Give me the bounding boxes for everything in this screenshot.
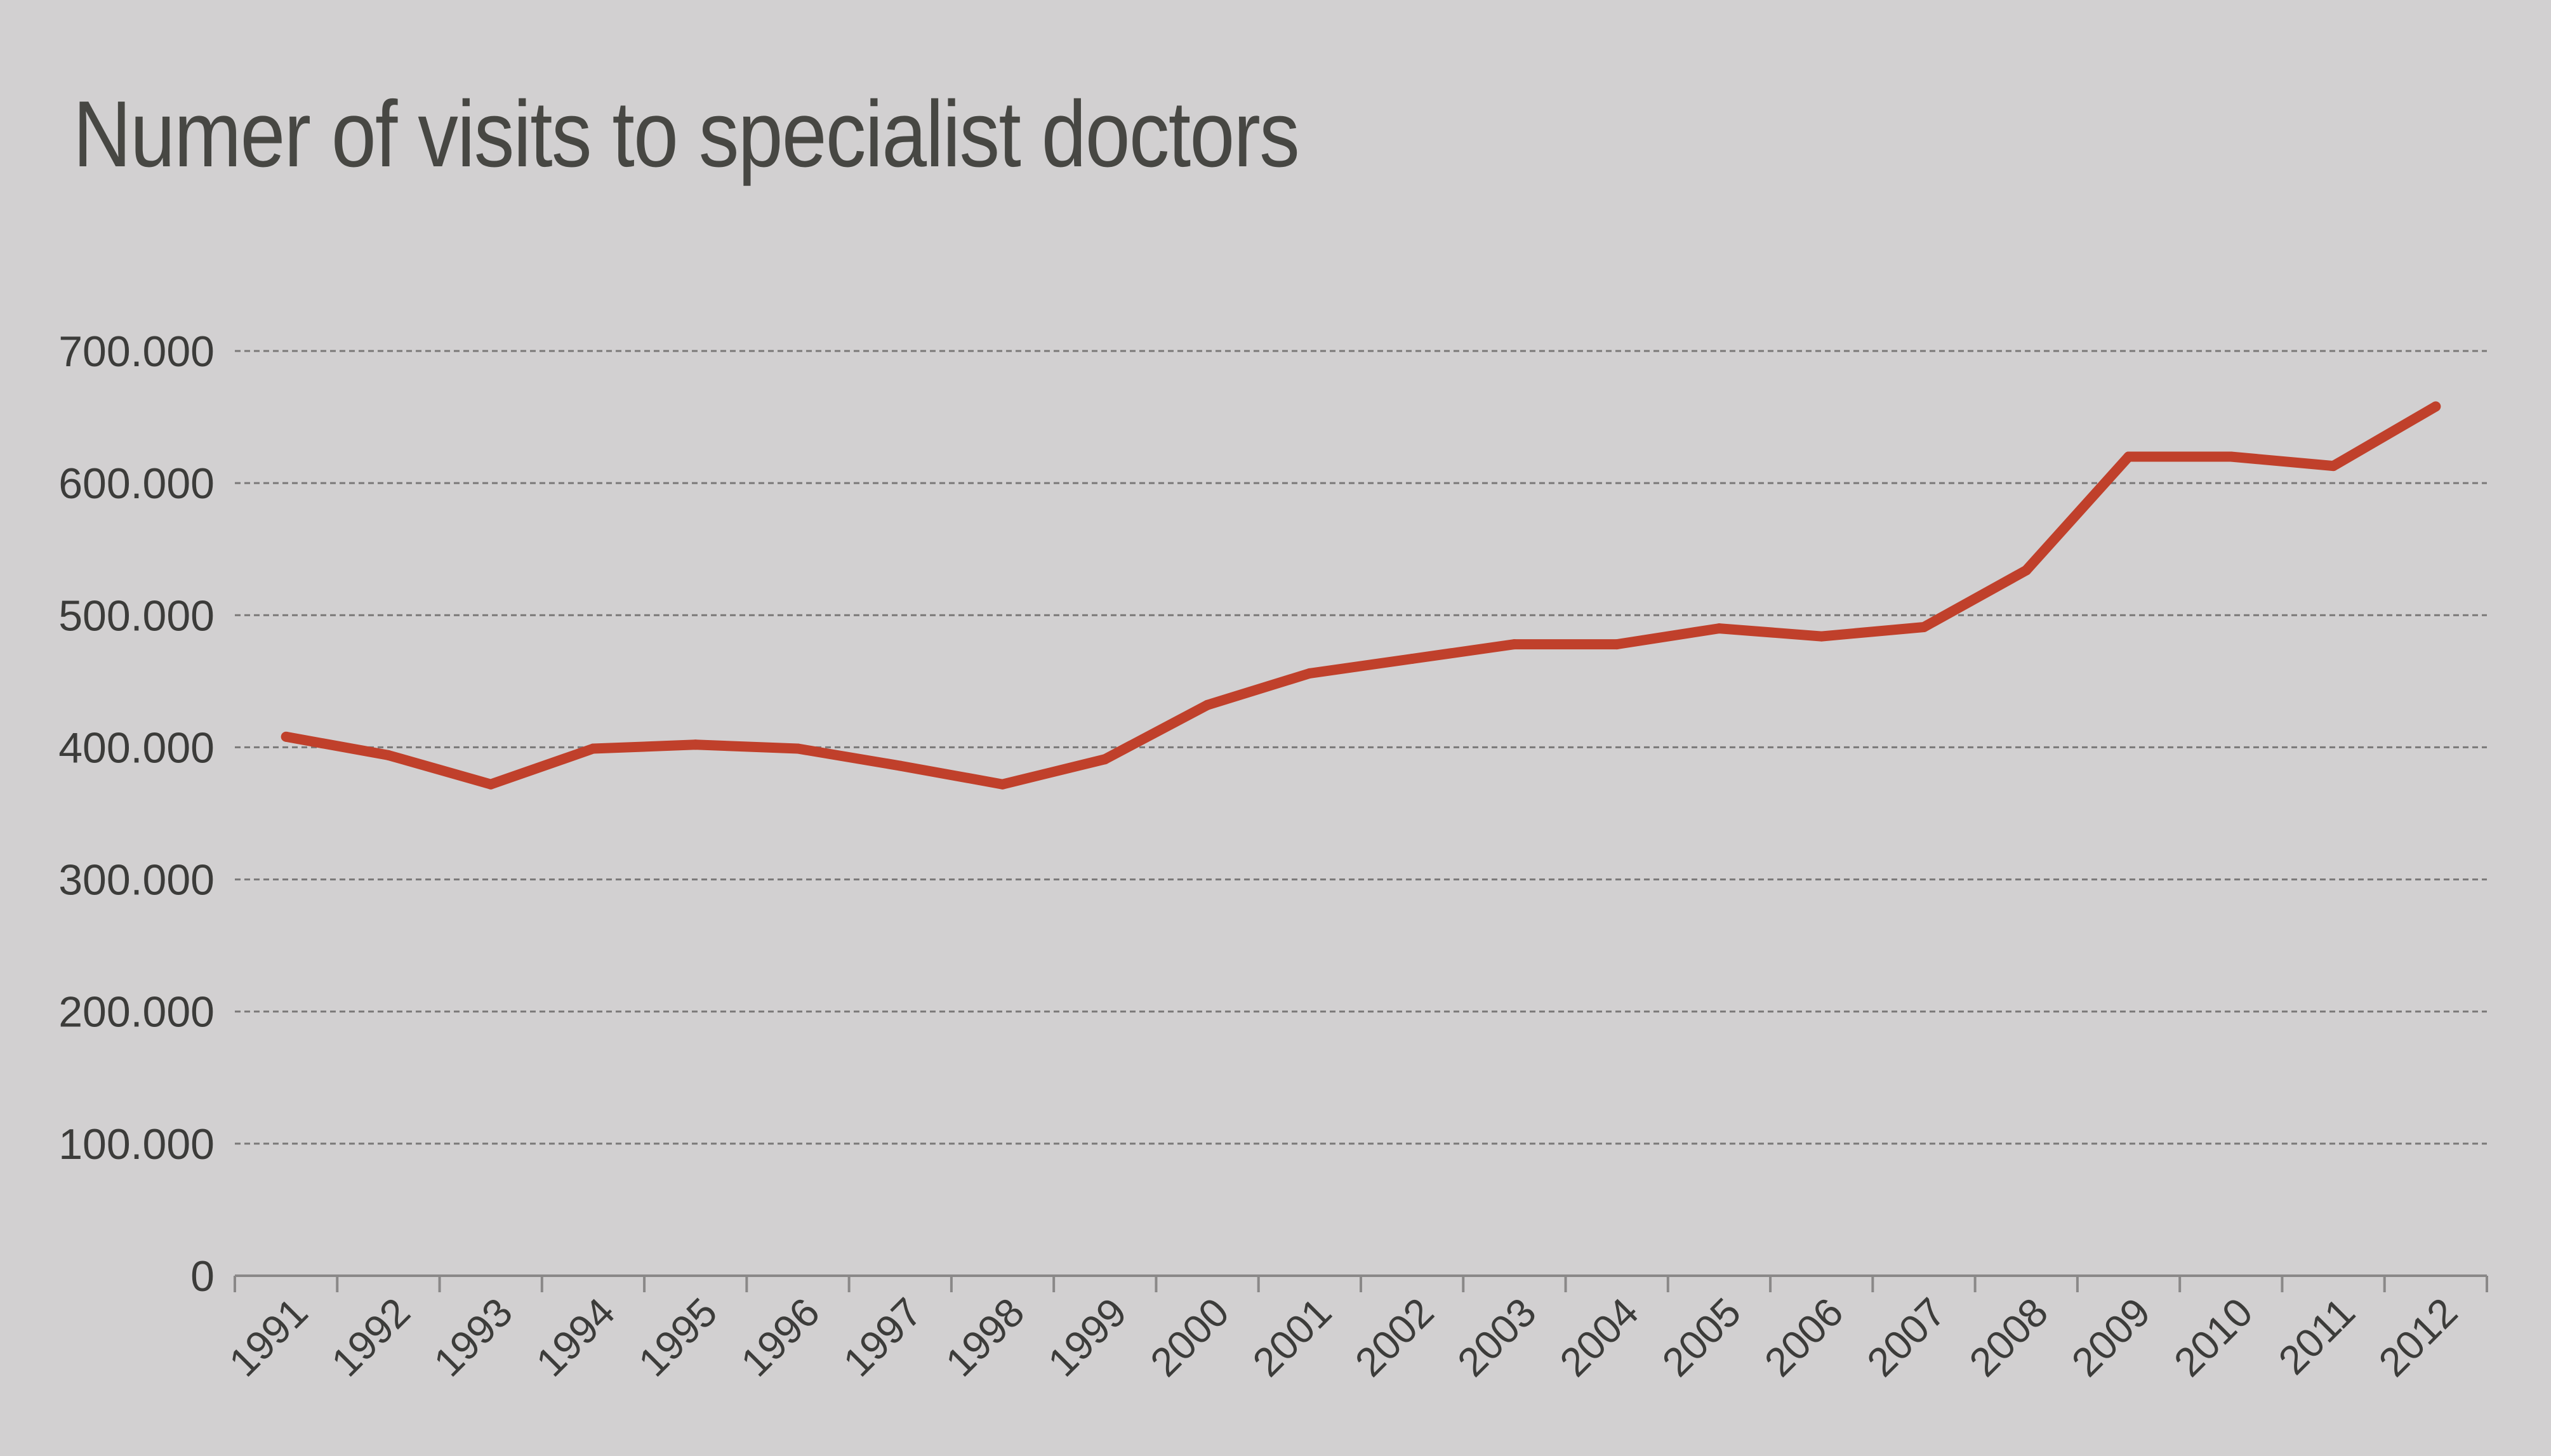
data-point (1919, 622, 1929, 633)
y-tick-label: 0 (190, 1252, 215, 1300)
y-tick-label: 600.000 (58, 460, 215, 508)
x-tick-label: 1993 (425, 1289, 521, 1386)
x-tick-label: 2004 (1551, 1289, 1647, 1386)
data-point (895, 760, 906, 771)
data-point (690, 739, 701, 750)
data-point (486, 779, 496, 790)
x-tick-label: 2008 (1961, 1289, 2057, 1386)
x-tick-label: 2011 (2270, 1289, 2364, 1383)
x-tick-label: 2006 (1756, 1289, 1852, 1386)
data-point (1714, 623, 1725, 634)
x-tick-label: 2012 (2370, 1289, 2467, 1386)
x-axis (234, 1274, 2488, 1292)
x-tick-label: 1998 (937, 1289, 1033, 1386)
data-point (1099, 754, 1110, 765)
data-point (1816, 631, 1827, 642)
x-tick-label: 1995 (630, 1289, 726, 1386)
y-axis-tick-labels: 0 100.000 200.000 300.000 400.000 500.000 600.… (58, 328, 215, 1300)
y-tick-label: 100.000 (58, 1120, 215, 1168)
data-point (383, 750, 394, 760)
x-tick-label: 1991 (220, 1289, 317, 1386)
x-tick-label: 2001 (1244, 1289, 1341, 1386)
x-tick-label: 2010 (2165, 1289, 2262, 1386)
y-tick-label: 200.000 (58, 988, 215, 1036)
x-tick-label: 2003 (1448, 1289, 1545, 1386)
x-tick-label: 1997 (835, 1289, 931, 1386)
x-tick-label: 2009 (2063, 1289, 2159, 1386)
data-point (793, 743, 803, 754)
x-axis-tick-labels: 1991 1992 1993 1994 1995 1996 1997 1998 1999 2000… (220, 1289, 2466, 1386)
data-point (2430, 401, 2441, 412)
x-tick-label: 2007 (1858, 1289, 1954, 1386)
chart-title: Numer of visits to specialist doctors (73, 82, 1300, 187)
x-tick-label: 1992 (322, 1289, 419, 1386)
data-point (2123, 451, 2134, 462)
gridlines (235, 350, 2487, 1145)
data-point (1509, 639, 1520, 650)
series-line (285, 402, 2439, 790)
y-tick-label: 400.000 (58, 724, 215, 772)
y-tick-label: 300.000 (58, 856, 215, 904)
x-tick-label: 2002 (1346, 1289, 1443, 1386)
x-tick-label: 1999 (1039, 1289, 1136, 1386)
data-point (1202, 699, 1213, 710)
x-tick-label: 2000 (1141, 1289, 1238, 1386)
series-layer (281, 401, 2441, 790)
data-point (2021, 565, 2032, 576)
data-point (1304, 668, 1315, 678)
x-tick-label: 1994 (527, 1289, 624, 1386)
data-point (281, 731, 291, 742)
y-tick-label: 700.000 (58, 328, 215, 376)
data-point (588, 743, 599, 754)
data-point (1612, 639, 1622, 650)
x-tick-label: 2005 (1653, 1289, 1750, 1386)
y-tick-label: 500.000 (58, 592, 215, 640)
data-point (1407, 653, 1417, 664)
data-point (2328, 461, 2339, 472)
x-tick-label: 1996 (732, 1289, 828, 1386)
data-point (997, 779, 1008, 790)
data-point (2225, 451, 2236, 462)
